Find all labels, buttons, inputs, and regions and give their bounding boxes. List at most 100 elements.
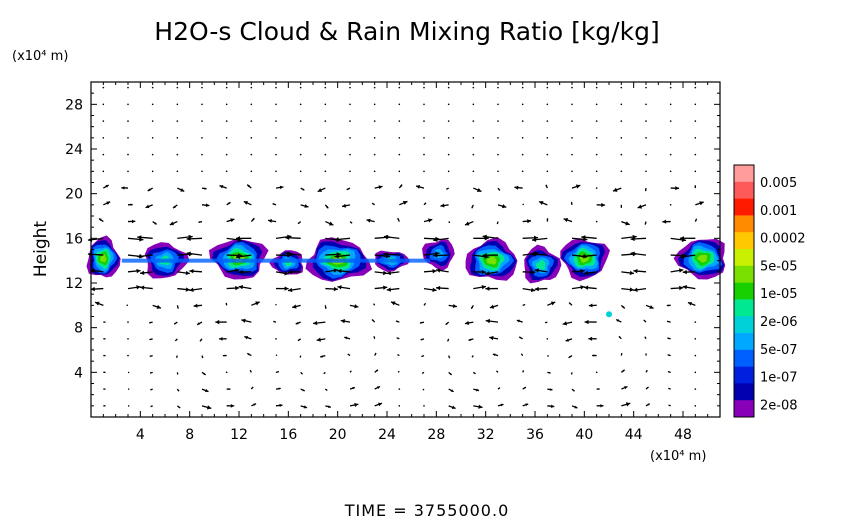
wind-dot xyxy=(176,120,179,122)
wind-arrow-head xyxy=(178,406,181,408)
wind-arrow-head xyxy=(372,319,374,322)
wind-dot xyxy=(225,103,228,106)
wind-arrow-head xyxy=(235,254,241,259)
wind-arrow-head xyxy=(630,236,635,242)
wind-arrow-head xyxy=(519,336,522,339)
wind-arrow-head xyxy=(185,287,190,292)
wind-arrow-head xyxy=(205,203,210,208)
wind-arrow-head xyxy=(340,319,346,324)
wind-dot xyxy=(669,204,672,206)
wind-arrow-head xyxy=(699,201,704,206)
wind-arrow-head xyxy=(189,287,194,293)
wind-arrow-head xyxy=(637,204,643,209)
wind-dot xyxy=(521,86,524,89)
wind-dot xyxy=(521,153,524,156)
wind-arrow-head xyxy=(523,304,526,306)
wind-arrow-head xyxy=(472,356,473,358)
wind-dot xyxy=(127,338,129,340)
wind-arrow-head xyxy=(241,318,246,323)
colorbar-swatch xyxy=(734,181,754,199)
wind-dot xyxy=(299,120,302,122)
wind-arrow-head xyxy=(667,337,670,340)
cloud-contour xyxy=(486,256,497,265)
wind-arrow-head xyxy=(584,270,589,276)
wind-dot xyxy=(447,170,450,173)
wind-arrow-head xyxy=(131,219,136,224)
wind-arrow-head xyxy=(383,234,389,240)
wind-dot xyxy=(201,137,203,139)
x-tick-label: 12 xyxy=(230,427,248,443)
wind-arrow-head xyxy=(90,286,95,292)
wind-arrow-head xyxy=(128,388,130,390)
wind-dot xyxy=(324,137,327,139)
wind-dot xyxy=(250,103,253,106)
wind-arrow-head xyxy=(150,388,152,391)
wind-arrow-head xyxy=(398,371,399,373)
wind-dot xyxy=(694,371,697,374)
wind-arrow-head xyxy=(219,336,223,341)
wind-arrow-head xyxy=(474,372,476,374)
wind-arrow-head xyxy=(667,371,670,373)
wind-arrow-head xyxy=(204,187,207,190)
wind-arrow-head xyxy=(584,319,589,325)
colorbar-swatch xyxy=(734,232,754,250)
wind-arrow-head xyxy=(366,218,371,223)
colorbar-swatch xyxy=(734,198,754,216)
wind-arrow-head xyxy=(373,303,375,305)
wind-arrow-head xyxy=(695,218,697,221)
wind-arrow-head xyxy=(489,335,494,341)
wind-arrow-head xyxy=(616,319,620,322)
wind-arrow-head xyxy=(421,355,423,357)
wind-dot xyxy=(620,137,623,139)
wind-dot xyxy=(694,103,697,106)
wind-dot xyxy=(620,120,623,122)
wind-dot xyxy=(571,86,573,89)
wind-dot xyxy=(398,153,401,156)
wind-arrow-head xyxy=(180,188,185,192)
wind-arrow-head xyxy=(292,304,297,309)
wind-arrow-head xyxy=(173,205,176,209)
wind-dot xyxy=(447,137,450,139)
wind-arrow-head xyxy=(247,353,250,356)
wind-dot xyxy=(472,170,475,173)
wind-dot xyxy=(546,137,549,139)
wind-dot xyxy=(250,86,253,89)
wind-arrow-head xyxy=(140,270,145,276)
wind-dot xyxy=(250,153,253,156)
wind-arrow-head xyxy=(433,253,438,258)
wind-arrow-head xyxy=(476,187,482,192)
wind-dot xyxy=(201,153,203,156)
wind-arrow-head xyxy=(527,219,532,224)
wind-dot xyxy=(645,103,647,106)
wind-arrow-head xyxy=(126,304,128,306)
colorbar-label: 5e-07 xyxy=(760,343,798,358)
wind-arrow-head xyxy=(643,319,646,322)
wind-arrow-head xyxy=(678,268,684,273)
wind-arrow-head xyxy=(137,254,142,259)
wind-dot xyxy=(201,120,203,122)
wind-dot xyxy=(620,170,623,173)
wind-dot xyxy=(349,153,351,156)
wind-arrow-head xyxy=(667,320,669,323)
wind-arrow-head xyxy=(346,188,349,190)
wind-arrow-head xyxy=(197,322,200,325)
wind-arrow-head xyxy=(666,304,669,307)
wind-arrow-head xyxy=(147,188,151,191)
wind-arrow-head xyxy=(350,221,353,224)
wind-arrow-head xyxy=(625,221,630,226)
colorbar-swatch xyxy=(734,400,754,418)
wind-arrow-head xyxy=(328,405,331,408)
wind-dot xyxy=(645,153,647,156)
wind-dot xyxy=(546,86,549,89)
colorbar-swatch xyxy=(734,349,754,367)
wind-dot xyxy=(176,153,179,156)
colorbar-swatch xyxy=(734,215,754,233)
wind-arrow-head xyxy=(471,206,474,209)
wind-dot xyxy=(447,120,450,122)
wind-dot xyxy=(324,170,327,173)
wind-arrow-head xyxy=(568,355,571,358)
wind-dot xyxy=(250,120,253,122)
wind-arrow-head xyxy=(694,185,696,187)
colorbar-frame xyxy=(733,164,755,418)
wind-dot xyxy=(571,137,573,139)
